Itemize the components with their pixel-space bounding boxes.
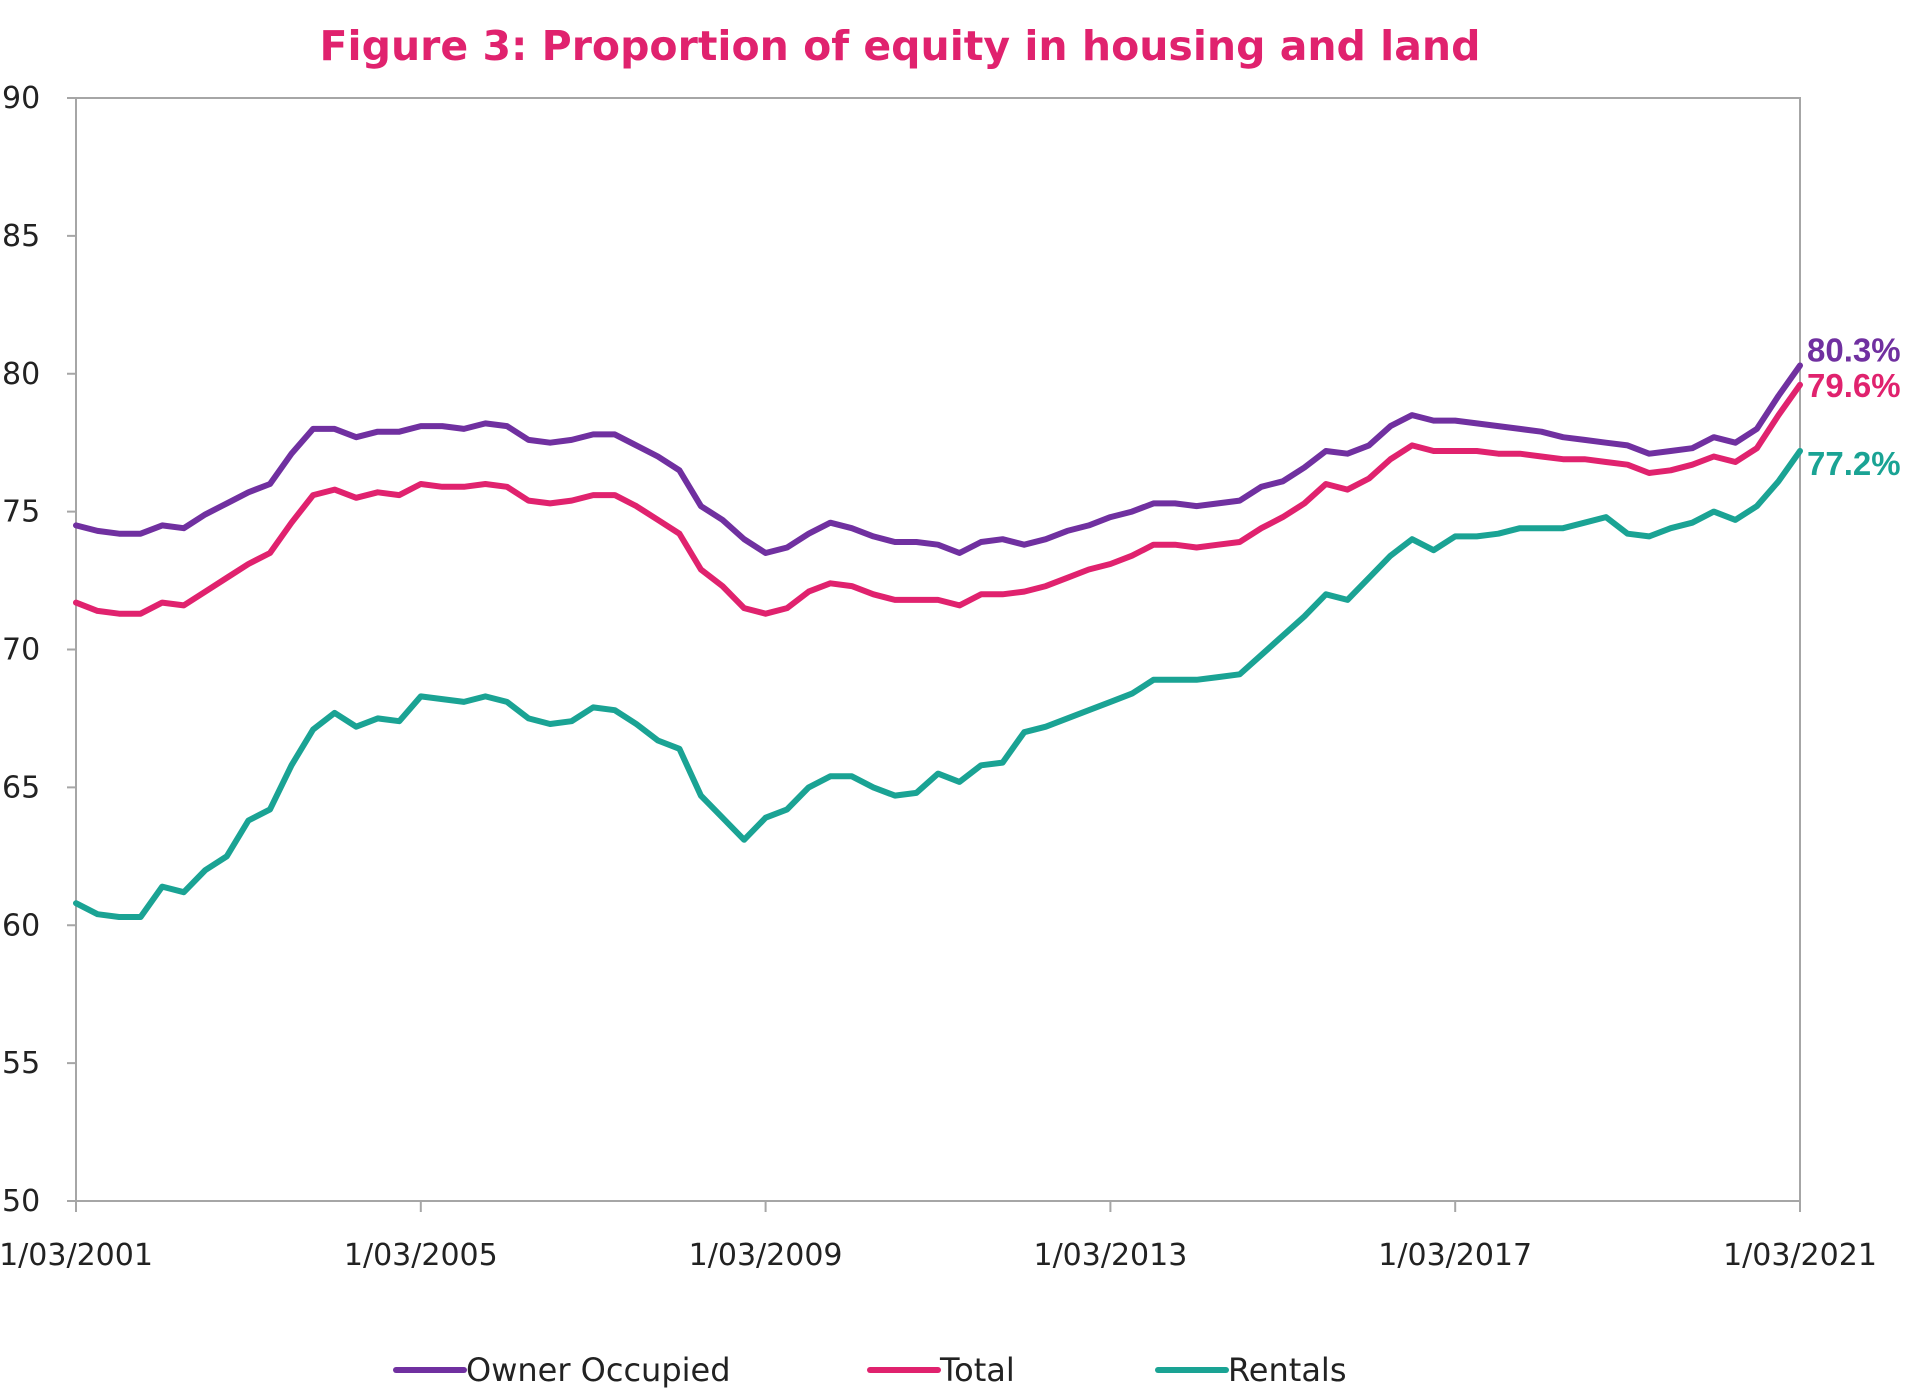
end-labels: 80.3%79.6% 77.2%	[1807, 331, 1901, 481]
legend-label: Owner Occupied	[466, 1351, 731, 1389]
series-lines	[73, 362, 1803, 920]
series-line-total	[73, 381, 1803, 617]
y-tick-label: 55	[2, 1046, 40, 1081]
x-tick-label: 1/03/2017	[1378, 1238, 1532, 1273]
y-tick-label: 65	[2, 770, 40, 805]
x-tick-label: 1/03/2005	[344, 1238, 498, 1273]
legend-label: Rentals	[1228, 1351, 1346, 1389]
y-tick-label: 50	[2, 1184, 40, 1219]
series-line-rentals	[73, 448, 1803, 920]
x-tick-label: 1/03/2001	[0, 1238, 153, 1273]
chart-title: Figure 3: Proportion of equity in housin…	[319, 22, 1481, 70]
plot-area	[75, 97, 1801, 1202]
legend-label: Total	[939, 1351, 1015, 1389]
y-tick-label: 75	[2, 495, 40, 530]
x-tick-label: 1/03/2009	[689, 1238, 843, 1273]
end-value-label: 77.2%	[1807, 445, 1901, 482]
x-axis: 1/03/2001 1/03/2005 1/03/2009 1/03/2013 1/03…	[0, 1201, 1877, 1273]
y-tick-label: 80	[2, 357, 40, 392]
y-tick-label: 90	[2, 81, 40, 116]
y-tick-label: 85	[2, 219, 40, 254]
legend: Owner Occupied Total Rentals	[393, 1351, 1346, 1389]
y-tick-label: 60	[2, 908, 40, 943]
series-line-owner-occupied	[73, 362, 1803, 556]
y-tick-label: 70	[2, 633, 40, 668]
end-value-label: 79.6%	[1807, 367, 1901, 404]
x-tick-label: 1/03/2021	[1723, 1238, 1877, 1273]
y-axis: 50 55 60 65 70 75 80 85 90	[2, 81, 76, 1219]
x-tick-label: 1/03/2013	[1033, 1238, 1187, 1273]
end-value-label: 80.3%	[1807, 331, 1901, 368]
